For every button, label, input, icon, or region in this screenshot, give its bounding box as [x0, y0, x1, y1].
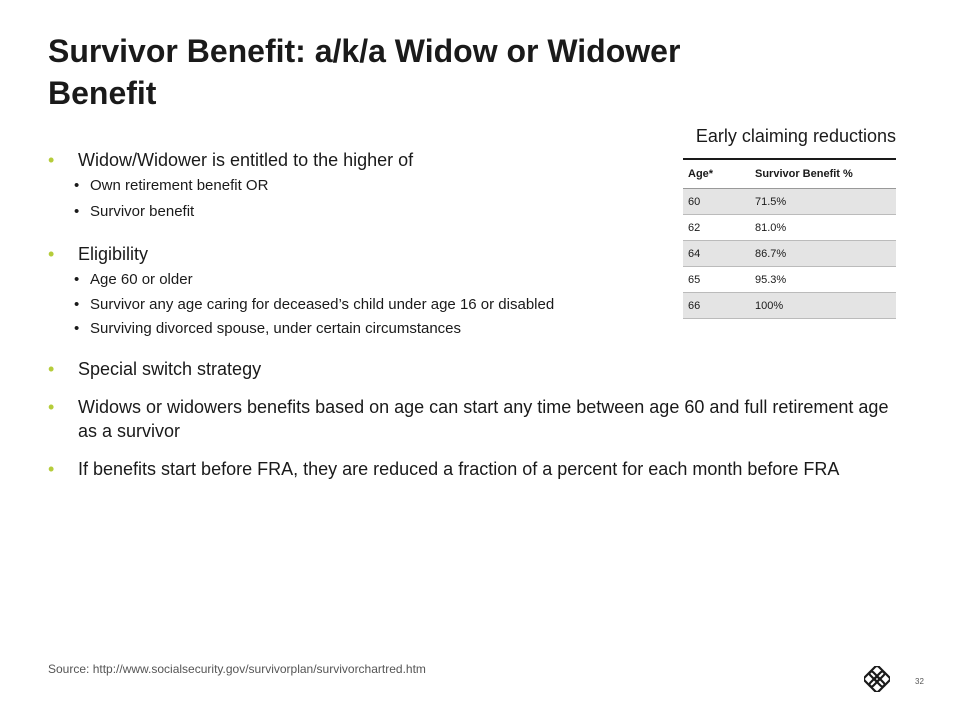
- table-row: 64 86.7%: [683, 240, 896, 267]
- page-number: 32: [915, 677, 924, 686]
- sub-bullet-dot-icon: •: [74, 271, 80, 288]
- bullet-item: • If benefits start before FRA, they are…: [48, 457, 908, 481]
- bullet-dot-icon: •: [48, 150, 55, 170]
- table-caption: Early claiming reductions: [695, 126, 896, 146]
- bullet-item: • Widows or widowers benefits based on a…: [48, 395, 908, 443]
- bullet-item: • Special switch strategy: [48, 357, 908, 381]
- cell-age: 62: [683, 214, 750, 241]
- sub-bullet-text: Survivor any age caring for deceased’s c…: [90, 296, 555, 313]
- source-note: Source: http://www.socialsecurity.gov/su…: [48, 662, 426, 676]
- sub-bullet-dot-icon: •: [74, 320, 80, 337]
- sub-bullet-dot-icon: •: [74, 177, 80, 194]
- bullet-dot-icon: •: [48, 459, 55, 479]
- bullet-text: Special switch strategy: [78, 359, 262, 379]
- cell-age: 60: [683, 188, 750, 215]
- bullet-dot-icon: •: [48, 397, 55, 417]
- sub-bullet-item: • Surviving divorced spouse, under certa…: [48, 319, 908, 339]
- sub-bullet-item: • Survivor any age caring for deceased’s…: [48, 295, 908, 315]
- bullet-dot-icon: •: [48, 244, 55, 264]
- cell-benefit: 100%: [750, 292, 896, 319]
- slide-title: Survivor Benefit: a/k/a Widow or Widower…: [48, 33, 681, 111]
- cell-benefit: 71.5%: [750, 188, 896, 215]
- table-header-row: Age* Survivor Benefit %: [683, 158, 896, 189]
- bullet-item: • Widow/Widower is entitled to the highe…: [48, 148, 908, 172]
- header-survivor-benefit: Survivor Benefit %: [750, 158, 896, 189]
- table-row: 65 95.3%: [683, 266, 896, 293]
- sub-bullet-text: Own retirement benefit OR: [90, 177, 269, 194]
- bullet-text: Widows or widowers benefits based on age…: [78, 397, 889, 441]
- sub-bullet-item: • Age 60 or older: [48, 270, 908, 290]
- sub-bullet-item: • Survivor benefit: [48, 202, 908, 222]
- bullet-list: • Widow/Widower is entitled to the highe…: [48, 148, 908, 481]
- bullet-text: Eligibility: [78, 244, 149, 264]
- cell-age: 66: [683, 292, 750, 319]
- compass-logo-icon: [864, 666, 890, 692]
- bullet-dot-icon: •: [48, 359, 55, 379]
- table-row: 66 100%: [683, 292, 896, 319]
- bullet-text: Widow/Widower is entitled to the higher …: [78, 150, 414, 170]
- reductions-table: Age* Survivor Benefit % 60 71.5% 62 81.0…: [683, 158, 896, 319]
- header-age: Age*: [683, 158, 750, 189]
- cell-benefit: 95.3%: [750, 266, 896, 293]
- cell-age: 65: [683, 266, 750, 293]
- sub-bullet-text: Surviving divorced spouse, under certain…: [90, 320, 462, 337]
- sub-bullet-dot-icon: •: [74, 203, 80, 220]
- sub-bullet-text: Survivor benefit: [90, 203, 195, 220]
- sub-bullet-dot-icon: •: [74, 296, 80, 313]
- table-row: 62 81.0%: [683, 214, 896, 241]
- bullet-item: • Eligibility: [48, 242, 908, 266]
- cell-benefit: 86.7%: [750, 240, 896, 267]
- bullet-text: If benefits start before FRA, they are r…: [78, 459, 840, 479]
- table-row: 60 71.5%: [683, 188, 896, 215]
- cell-benefit: 81.0%: [750, 214, 896, 241]
- sub-bullet-text: Age 60 or older: [90, 271, 193, 288]
- sub-bullet-item: • Own retirement benefit OR: [48, 176, 908, 196]
- cell-age: 64: [683, 240, 750, 267]
